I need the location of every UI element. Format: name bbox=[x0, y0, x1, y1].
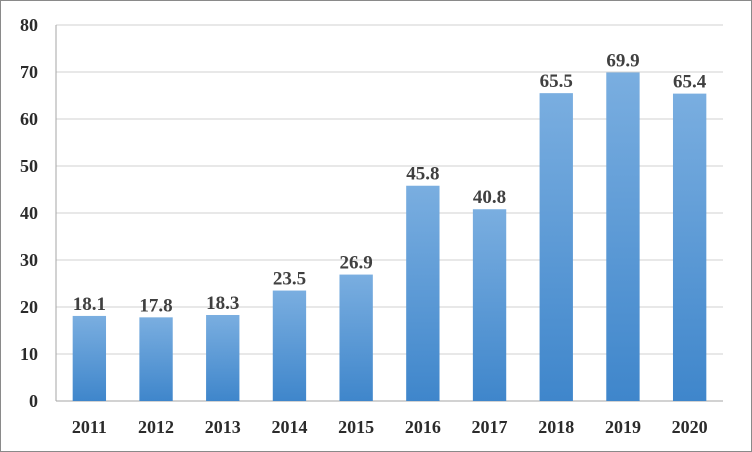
y-tick-label-60: 60 bbox=[20, 109, 38, 129]
data-label-2016: 45.8 bbox=[406, 164, 439, 185]
bar-2015 bbox=[339, 274, 373, 401]
x-tick-label-2018: 2018 bbox=[538, 417, 574, 437]
y-tick-label-30: 30 bbox=[20, 250, 38, 270]
y-tick-label-70: 70 bbox=[20, 62, 38, 82]
y-tick-label-10: 10 bbox=[20, 344, 38, 364]
x-tick-label-2013: 2013 bbox=[205, 417, 241, 437]
data-label-2015: 26.9 bbox=[340, 253, 373, 274]
data-label-2018: 65.5 bbox=[540, 71, 573, 92]
data-label-2017: 40.8 bbox=[473, 187, 506, 208]
bars bbox=[72, 72, 707, 402]
x-tick-label-2019: 2019 bbox=[605, 417, 641, 437]
bar-2012 bbox=[139, 317, 173, 401]
bar-2014 bbox=[272, 290, 307, 401]
x-axis-tick-labels: 2011 2012 2013 2014 2015 2016 2017 2018 2019 2020 bbox=[72, 417, 708, 437]
x-tick-label-2017: 2017 bbox=[472, 417, 508, 437]
bar-2016 bbox=[406, 185, 440, 401]
gridlines bbox=[56, 24, 723, 355]
bar-2020 bbox=[672, 93, 707, 402]
data-labels: 18.1 17.8 18.3 23.5 26.9 45.8 40.8 65.5 69.9 65.4 bbox=[73, 50, 707, 316]
x-tick-label-2014: 2014 bbox=[271, 417, 307, 437]
x-tick-label-2016: 2016 bbox=[405, 417, 441, 437]
x-tick-label-2020: 2020 bbox=[672, 417, 708, 437]
bar-2013 bbox=[206, 314, 240, 401]
y-tick-label-20: 20 bbox=[20, 297, 38, 317]
data-label-2019: 69.9 bbox=[606, 50, 639, 71]
data-label-2011: 18.1 bbox=[73, 294, 106, 315]
y-tick-label-80: 80 bbox=[20, 15, 38, 35]
y-tick-label-50: 50 bbox=[20, 156, 38, 176]
bar-2017 bbox=[472, 209, 507, 401]
x-tick-label-2012: 2012 bbox=[138, 417, 174, 437]
bar-2011 bbox=[72, 315, 107, 401]
bar-2018 bbox=[539, 93, 573, 402]
y-tick-label-40: 40 bbox=[20, 203, 38, 223]
x-tick-label-2015: 2015 bbox=[338, 417, 374, 437]
data-label-2020: 65.4 bbox=[673, 72, 707, 93]
data-label-2013: 18.3 bbox=[206, 293, 239, 314]
y-axis-tick-labels: 0 10 20 30 40 50 60 70 80 bbox=[20, 15, 38, 411]
data-label-2012: 17.8 bbox=[139, 295, 172, 316]
x-tick-label-2011: 2011 bbox=[72, 417, 107, 437]
data-label-2014: 23.5 bbox=[273, 269, 306, 290]
y-tick-label-0: 0 bbox=[29, 391, 38, 411]
bar-2019 bbox=[606, 72, 640, 401]
